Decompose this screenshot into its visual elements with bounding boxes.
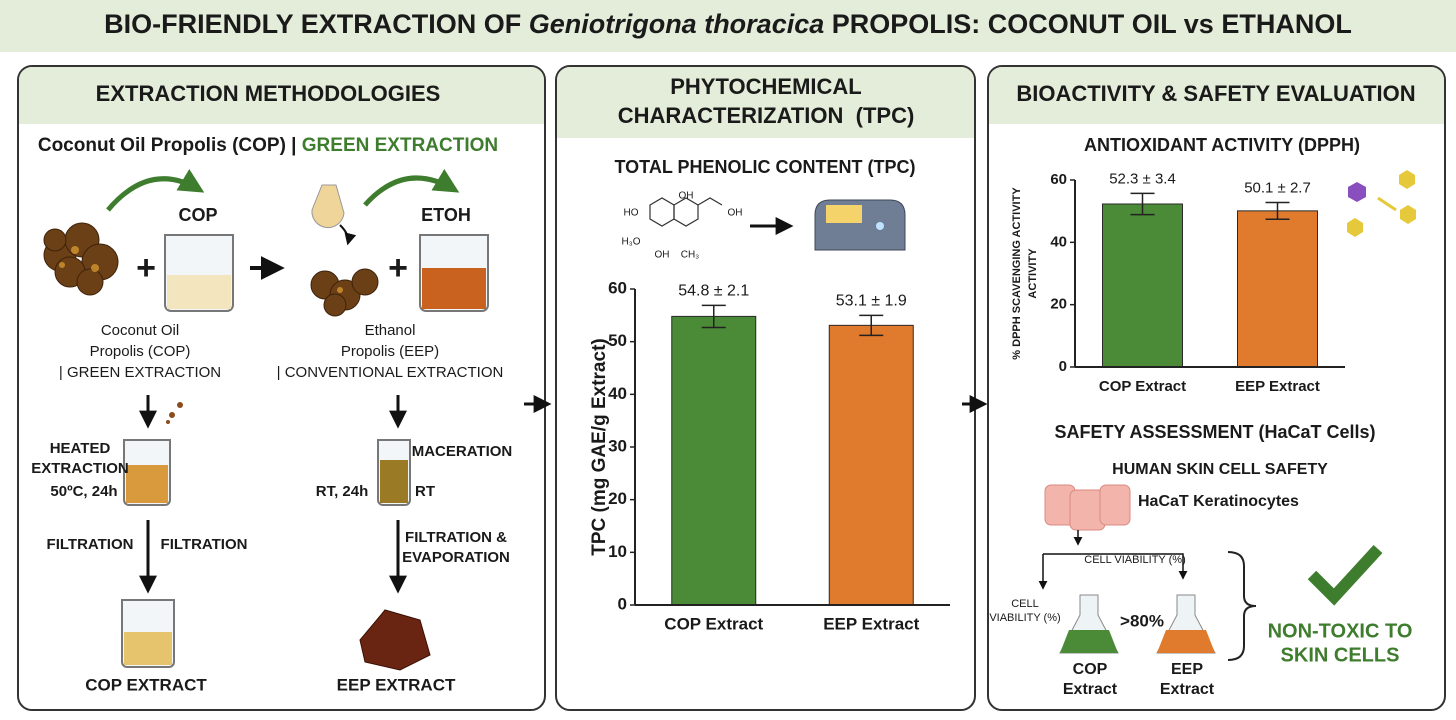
molecule-labels: HO OH OH H₃O OH CH₃ <box>621 191 742 261</box>
label: | CONVENTIONAL EXTRACTION <box>277 364 504 381</box>
spectrophotometer <box>814 199 906 251</box>
y-tick-label: 30 <box>608 436 627 455</box>
x-tick-label: EEP Extract <box>1235 378 1320 395</box>
label: COP <box>1073 661 1108 678</box>
panel-subtitle: Coconut Oil Propolis (COP) | GREEN EXTRA… <box>38 135 498 156</box>
value-label: 52.3 ± 3.4 <box>1109 170 1176 187</box>
label: HEATED <box>50 440 111 457</box>
title-part: BIO-FRIENDLY EXTRACTION OF <box>104 9 529 39</box>
atom-label: OH <box>728 208 743 219</box>
label: EEP EXTRACT <box>337 675 456 694</box>
safety-labels: SAFETY ASSESSMENT (HaCaT Cells) HUMAN SK… <box>989 422 1412 698</box>
title-part: PROPOLIS: COCONUT OIL vs ETHANOL <box>824 9 1352 39</box>
y-tick-label: 50 <box>608 331 627 350</box>
title-band <box>0 0 1456 52</box>
y-tick-label: 10 <box>608 542 627 561</box>
label: FILTRATION <box>161 536 248 553</box>
safety-title: SAFETY ASSESSMENT (HaCaT Cells) <box>1054 422 1375 442</box>
cell-type: HaCaT Keratinocytes <box>1138 493 1299 510</box>
label: Extract <box>1063 681 1118 698</box>
label: Extract <box>1160 681 1215 698</box>
label: COP EXTRACT <box>85 675 207 694</box>
y-tick-label: 0 <box>1059 358 1067 375</box>
bar <box>1102 203 1183 368</box>
conclusion: SKIN CELLS <box>1281 644 1400 666</box>
chart-title: TOTAL PHENOLIC CONTENT (TPC) <box>615 157 916 177</box>
main-title: BIO-FRIENDLY EXTRACTION OF Geniotrigona … <box>104 9 1352 39</box>
panel-headers <box>19 67 1444 138</box>
label: FILTRATION <box>47 536 134 553</box>
conclusion: NON-TOXIC TO <box>1268 620 1413 642</box>
panel-frames <box>17 65 1446 711</box>
method-labels: COP ETOH Coconut Oil Propolis (COP) | GR… <box>31 205 512 695</box>
label: Ethanol <box>365 322 416 339</box>
label: Propolis (COP) <box>90 343 191 360</box>
y-axis-label: TPC (mg GAE/g Extract) <box>589 338 610 555</box>
label: CELL VIABILITY (%) <box>1084 554 1185 566</box>
label: FILTRATION & <box>405 529 507 546</box>
x-tick-label: COP Extract <box>1099 378 1186 395</box>
x-tick-label: COP Extract <box>664 614 763 633</box>
panel-title: PHYTOCHEMICAL <box>670 74 862 99</box>
y-tick-label: 0 <box>618 594 627 613</box>
bar <box>1237 210 1318 368</box>
value-label: 50.1 ± 2.7 <box>1244 179 1311 196</box>
y-axis-label: % DPPH SCAVENGING ACTIVITY <box>1011 187 1023 360</box>
label: VIABILITY (%) <box>989 612 1060 624</box>
label: >80% <box>1120 611 1164 630</box>
dpph-molecules <box>1347 170 1416 237</box>
value-label: 53.1 ± 1.9 <box>836 293 907 310</box>
label: EEP <box>1171 661 1203 678</box>
y-tick-label: 60 <box>1050 171 1067 188</box>
atom-label: OH <box>655 250 670 261</box>
safety-illustration <box>1038 484 1383 661</box>
atom-label: OH <box>679 191 694 202</box>
safety-subtitle: HUMAN SKIN CELL SAFETY <box>1112 461 1328 478</box>
label: Coconut Oil <box>101 322 179 339</box>
y-axis-label: ACTIVITY <box>1027 248 1039 299</box>
atom-label: H₃O <box>621 237 640 248</box>
label: EVAPORATION <box>402 549 510 566</box>
atom-label: CH₃ <box>681 250 700 261</box>
svg-text:+: + <box>136 249 156 287</box>
panel-title: CHARACTERIZATION (TPC) <box>618 103 915 128</box>
label: COP <box>178 205 217 225</box>
label: | GREEN EXTRACTION <box>59 364 221 381</box>
label: MACERATION <box>412 443 513 460</box>
panel-title: EXTRACTION METHODOLOGIES <box>96 81 441 106</box>
y-tick-label: 40 <box>1050 233 1067 250</box>
title-species: Geniotrigona thoracica <box>529 9 825 39</box>
svg-text:+: + <box>388 249 408 287</box>
label: EXTRACTION <box>31 460 129 477</box>
extraction-illustration: + + <box>43 168 489 671</box>
label: CELL <box>1011 598 1039 610</box>
y-tick-label: 20 <box>1050 296 1067 313</box>
x-tick-label: EEP Extract <box>823 614 919 633</box>
y-tick-label: 60 <box>608 278 627 297</box>
chart-title: ANTIOXIDANT ACTIVITY (DPPH) <box>1084 135 1360 155</box>
atom-label: HO <box>624 208 639 219</box>
label: ETOH <box>421 205 471 225</box>
molecule-illustration <box>649 197 794 235</box>
bar <box>828 324 914 606</box>
label: 50ºC, 24h <box>50 483 117 500</box>
label: RT, 24h <box>316 483 369 500</box>
bar <box>671 315 757 606</box>
panel-title: BIOACTIVITY & SAFETY EVALUATION <box>1016 81 1415 106</box>
label: RT <box>415 483 435 500</box>
y-tick-label: 20 <box>608 489 627 508</box>
subtitle-highlight: GREEN EXTRACTION <box>302 135 498 156</box>
value-label: 54.8 ± 2.1 <box>678 283 749 300</box>
label: Propolis (EEP) <box>341 343 439 360</box>
y-tick-label: 40 <box>608 384 627 403</box>
subtitle-part: Coconut Oil Propolis (COP) | <box>38 135 302 156</box>
